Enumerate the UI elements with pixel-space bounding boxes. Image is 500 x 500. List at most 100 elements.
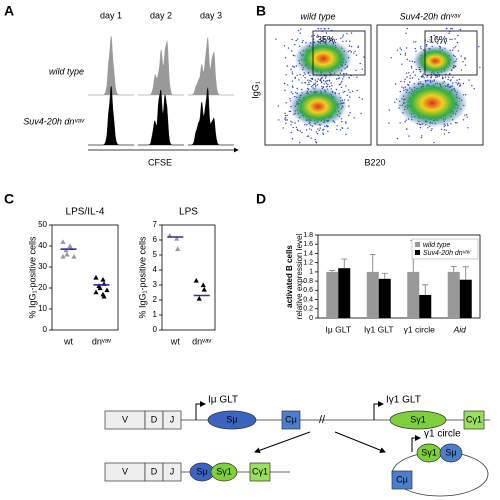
data-point <box>93 289 99 295</box>
gate-percent: 16% <box>429 34 447 44</box>
x-tick-label: dnᵛᵃᵛ <box>192 336 211 346</box>
event-dot <box>444 42 447 45</box>
event-dot <box>426 45 428 47</box>
y-tick-label: 30 <box>38 262 47 271</box>
y-tick-label: 0.6 <box>303 287 313 294</box>
event-dot <box>399 122 401 124</box>
event-dot <box>414 47 416 50</box>
arrow <box>254 431 311 454</box>
data-point <box>97 285 103 291</box>
gene-label: V <box>122 414 128 424</box>
gene-label: J <box>170 414 175 424</box>
event-dot <box>313 83 315 86</box>
event-dot <box>289 97 291 100</box>
event-dot <box>348 89 350 91</box>
event-dot <box>327 27 330 30</box>
chart-title: LPS <box>179 207 198 218</box>
event-dot <box>299 73 301 76</box>
event-dot <box>342 36 344 38</box>
event-dot <box>346 94 348 97</box>
gate <box>424 30 478 76</box>
event-dot <box>361 68 363 70</box>
event-dot <box>444 76 447 78</box>
event-dot <box>404 121 406 123</box>
event-dot <box>433 141 435 144</box>
event-dot <box>307 79 309 81</box>
event-dot <box>440 128 443 130</box>
event-dot <box>406 58 409 61</box>
event-dot <box>310 129 313 131</box>
promoter-arrow <box>411 435 421 452</box>
row-label: wild type <box>49 66 84 76</box>
y-tick-label: 40 <box>38 241 47 250</box>
event-dot <box>440 41 443 43</box>
event-dot <box>345 72 348 75</box>
y-axis-label: relative expression level <box>295 234 304 320</box>
event-dot <box>316 36 318 38</box>
event-dot <box>292 126 294 129</box>
histogram <box>188 87 234 146</box>
event-dot <box>405 72 408 74</box>
data-point <box>193 277 199 283</box>
event-dot <box>348 76 350 79</box>
event-dot <box>291 71 293 73</box>
switch-region <box>389 410 447 430</box>
event-dot <box>411 67 413 69</box>
arrow <box>334 431 386 453</box>
event-dot <box>319 127 321 129</box>
gene-box <box>249 462 271 482</box>
event-dot <box>456 122 458 124</box>
event-dot <box>396 137 399 140</box>
y-tick-label: 20 <box>38 283 47 292</box>
event-dot <box>409 81 411 83</box>
event-dot <box>314 83 316 86</box>
bar <box>366 271 379 318</box>
legend-swatch <box>415 242 420 247</box>
event-dot <box>340 86 343 89</box>
event-dot <box>456 84 459 86</box>
event-dot <box>363 56 365 58</box>
switch-label: Sμ <box>196 466 207 476</box>
event-dot <box>351 90 354 93</box>
event-dot <box>415 50 417 52</box>
plot-frame <box>317 234 481 319</box>
event-dot <box>420 48 422 50</box>
event-dot <box>452 76 454 79</box>
event-dot <box>423 77 425 79</box>
y-tick-label: 0 <box>43 325 48 334</box>
day-label: day 2 <box>150 10 172 20</box>
event-dot <box>295 39 297 42</box>
x-tick-label: wt <box>170 336 180 346</box>
event-dot <box>405 47 408 49</box>
event-dot <box>290 120 292 122</box>
event-dot <box>320 27 322 30</box>
y-tick-label: 1.2 <box>303 260 313 267</box>
event-dot <box>457 50 459 52</box>
event-dot <box>323 83 325 85</box>
event-dot <box>314 79 316 81</box>
event-dot <box>342 40 344 43</box>
event-dot <box>311 35 313 37</box>
event-dot <box>335 88 338 91</box>
bar <box>419 294 432 318</box>
event-dot <box>304 81 306 84</box>
event-dot <box>458 85 461 87</box>
y-tick-label: 1.6 <box>303 241 313 248</box>
event-dot <box>471 85 473 87</box>
event-dot <box>293 66 296 68</box>
y-tick-label: 5 <box>153 250 158 259</box>
event-dot <box>284 89 286 92</box>
event-dot <box>430 77 432 79</box>
event-dot <box>336 128 338 131</box>
event-dot <box>290 68 292 71</box>
promoter-arrow <box>195 401 206 420</box>
event-dot <box>310 77 312 80</box>
event-dot <box>450 28 452 30</box>
event-dot <box>403 87 405 89</box>
event-dot <box>454 122 457 124</box>
gene-label: Cμ <box>396 474 408 484</box>
data-point <box>100 277 106 282</box>
histogram <box>188 37 234 96</box>
event-dot <box>298 79 300 81</box>
event-dot <box>388 109 390 111</box>
